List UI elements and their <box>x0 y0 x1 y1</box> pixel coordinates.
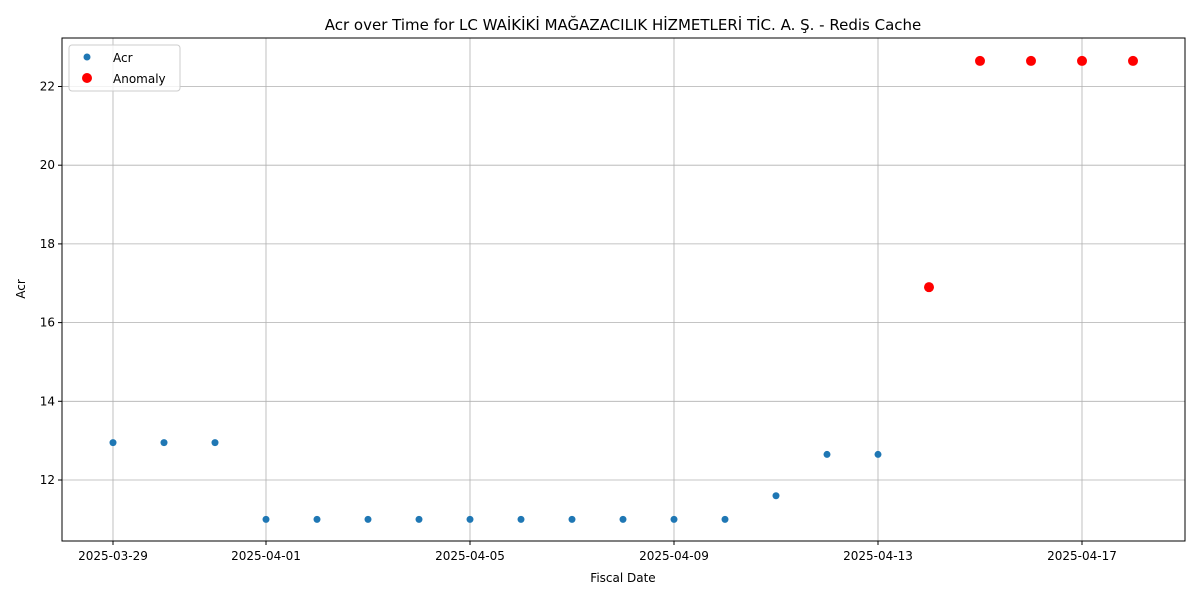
acr-point <box>211 439 219 447</box>
acr-point <box>721 515 729 523</box>
x-tick-label: 2025-04-17 <box>1047 549 1117 563</box>
acr-point <box>823 450 831 458</box>
acr-point <box>619 515 627 523</box>
acr-point <box>874 450 882 458</box>
acr-point <box>466 515 474 523</box>
chart-title: Acr over Time for LC WAİKİKİ MAĞAZACILIK… <box>325 15 922 34</box>
x-tick-label: 2025-04-01 <box>231 549 301 563</box>
y-tick-label: 22 <box>40 80 55 94</box>
acr-point <box>364 515 372 523</box>
acr-point <box>568 515 576 523</box>
x-tick-label: 2025-04-05 <box>435 549 505 563</box>
plot-frame <box>61 37 1186 542</box>
y-tick-label: 16 <box>40 316 55 330</box>
y-tick-label: 18 <box>40 237 55 251</box>
acr-point <box>262 515 270 523</box>
anomaly-point <box>1077 55 1087 66</box>
legend-label-acr: Acr <box>113 51 133 65</box>
y-tick-label: 14 <box>40 394 55 408</box>
anomaly-point <box>1128 55 1138 66</box>
anomaly-point <box>975 55 985 66</box>
x-axis-label: Fiscal Date <box>590 571 655 585</box>
y-axis-ticks: 12 14 16 18 20 22 <box>40 80 62 487</box>
x-axis-ticks: 2025-03-29 2025-04-01 2025-04-05 2025-04-09… <box>78 541 1117 563</box>
y-tick-label: 12 <box>40 473 55 487</box>
acr-point <box>415 515 423 523</box>
x-tick-label: 2025-03-29 <box>78 549 148 563</box>
y-tick-label: 20 <box>40 158 55 172</box>
legend-box <box>68 44 181 92</box>
y-axis-label: Acr <box>14 279 28 299</box>
acr-point <box>772 492 780 500</box>
legend-label-anomaly: Anomaly <box>113 72 166 86</box>
grid-lines <box>62 38 1185 541</box>
acr-point <box>109 439 117 447</box>
anomaly-point <box>1026 55 1036 66</box>
legend-marker-acr <box>83 53 91 61</box>
acr-point <box>670 515 678 523</box>
x-tick-label: 2025-04-13 <box>843 549 913 563</box>
legend: Acr Anomaly <box>68 44 181 92</box>
legend-marker-anomaly <box>82 73 92 83</box>
x-tick-label: 2025-04-09 <box>639 549 709 563</box>
acr-point <box>517 515 525 523</box>
acr-point <box>160 439 168 447</box>
acr-point <box>313 515 321 523</box>
anomaly-point <box>924 282 934 293</box>
data-points <box>109 55 1138 523</box>
